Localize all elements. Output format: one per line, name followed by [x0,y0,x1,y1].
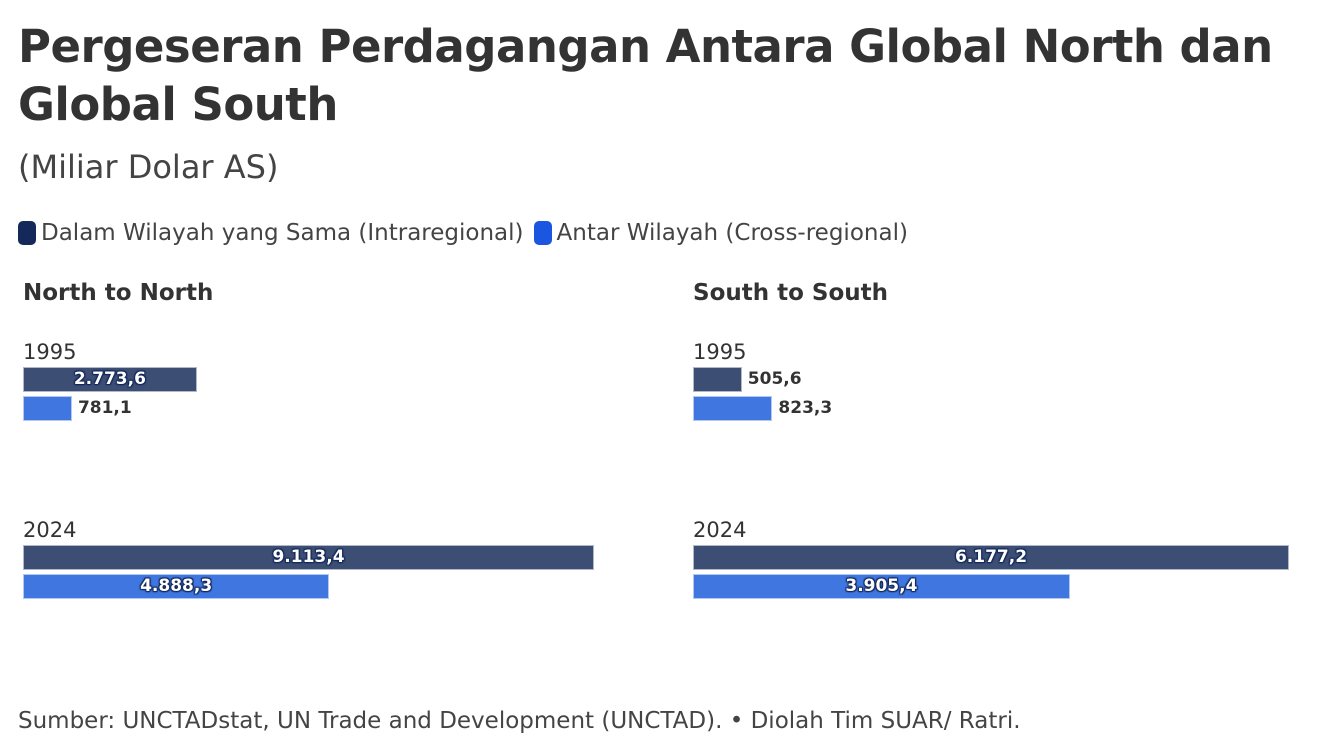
panel-title: South to South [693,280,889,306]
data-label: 2.773,6 [73,369,146,389]
category-label: 2024 [693,518,747,542]
category-label: 2024 [23,518,77,542]
data-label: 505,6 [747,369,802,389]
source-note: Sumber: UNCTADstat, UN Trade and Develop… [18,708,1021,734]
bar-intraregional [693,545,1289,570]
bar-crossregional [693,396,773,421]
bar-intraregional [23,545,594,570]
bar-crossregional [693,574,1070,599]
legend: Dalam Wilayah yang Sama (Intraregional) … [18,220,908,246]
chart-title: Pergeseran Perdagangan Antara Global Nor… [18,20,1273,131]
data-label: 823,3 [778,398,833,418]
bar-crossregional [23,396,72,421]
data-label: 4.888,3 [140,576,213,596]
data-label: 6.177,2 [954,547,1028,567]
legend-item-intraregional: Dalam Wilayah yang Sama (Intraregional) [18,220,524,246]
bar-intraregional [693,367,742,392]
bar-crossregional [23,574,330,599]
legend-swatch-intraregional [18,221,36,245]
data-label: 781,1 [77,398,132,418]
category-label: 1995 [23,340,77,364]
data-label: 9.113,4 [272,547,345,567]
legend-item-crossregional: Antar Wilayah (Cross-regional) [533,220,908,246]
data-label: 3.905,4 [845,576,918,596]
category-label: 1995 [693,340,747,364]
legend-label: Antar Wilayah (Cross-regional) [556,220,908,246]
legend-swatch-crossregional [533,221,552,245]
legend-label: Dalam Wilayah yang Sama (Intraregional) [41,220,524,246]
bar-intraregional [23,367,197,392]
panel-title: North to North [23,280,214,306]
chart-subtitle: (Miliar Dolar AS) [18,148,279,186]
